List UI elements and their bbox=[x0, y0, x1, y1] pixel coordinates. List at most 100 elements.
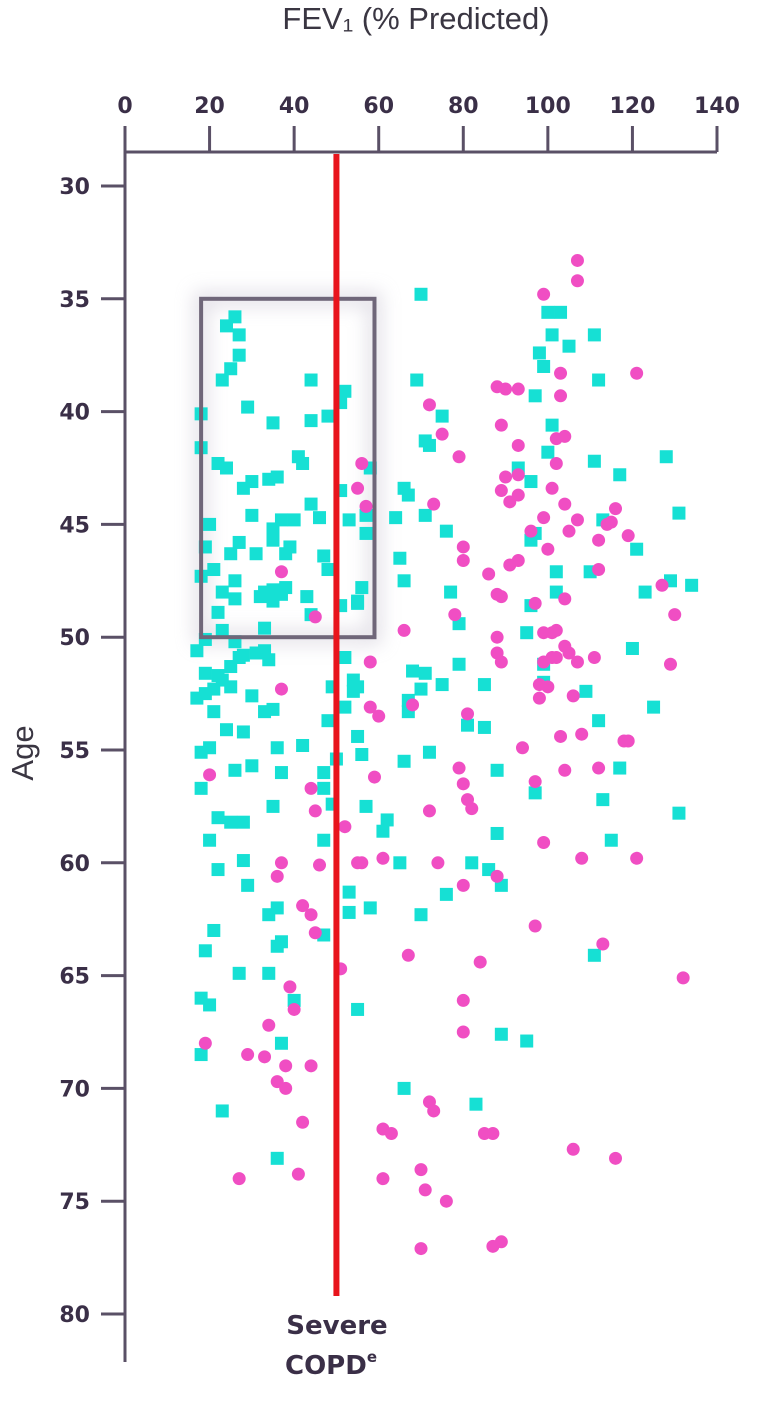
data-point-circle bbox=[490, 630, 504, 644]
data-point-square bbox=[545, 328, 559, 342]
data-point-square bbox=[317, 549, 331, 563]
x-tick-label: 20 bbox=[194, 94, 225, 119]
data-point-circle bbox=[473, 955, 487, 969]
data-point-square bbox=[245, 475, 259, 489]
data-point-circle bbox=[372, 709, 386, 723]
data-point-square bbox=[296, 738, 310, 752]
data-point-circle bbox=[575, 851, 589, 865]
data-point-square bbox=[198, 666, 212, 680]
data-point-square bbox=[198, 944, 212, 958]
data-point-square bbox=[490, 763, 504, 777]
data-point-square bbox=[596, 793, 610, 807]
data-point-square bbox=[236, 725, 250, 739]
data-point-square bbox=[219, 461, 233, 475]
data-point-circle bbox=[376, 1172, 390, 1186]
data-point-square bbox=[224, 547, 238, 561]
data-point-square bbox=[359, 526, 373, 540]
data-point-square bbox=[613, 468, 627, 482]
data-point-circle bbox=[562, 524, 576, 538]
data-point-circle bbox=[570, 513, 584, 527]
data-point-square bbox=[401, 488, 415, 502]
data-point-square bbox=[287, 513, 301, 527]
data-point-square bbox=[321, 714, 335, 728]
data-point-square bbox=[520, 1034, 534, 1048]
data-point-square bbox=[541, 445, 555, 459]
data-point-square bbox=[439, 887, 453, 901]
data-point-circle bbox=[287, 1002, 301, 1016]
data-point-square bbox=[321, 563, 335, 577]
data-point-square bbox=[549, 565, 563, 579]
data-point-square bbox=[439, 524, 453, 538]
data-point-circle bbox=[511, 553, 525, 567]
data-point-square bbox=[355, 748, 369, 762]
data-point-circle bbox=[422, 398, 436, 412]
data-point-square bbox=[351, 729, 365, 743]
data-point-square bbox=[359, 799, 373, 813]
data-point-square bbox=[232, 535, 246, 549]
data-point-square bbox=[313, 511, 327, 525]
data-point-circle bbox=[566, 689, 580, 703]
data-point-circle bbox=[367, 770, 381, 784]
data-point-square bbox=[228, 592, 242, 606]
data-point-circle bbox=[397, 623, 411, 637]
data-point-square bbox=[587, 328, 601, 342]
data-point-square bbox=[224, 815, 238, 829]
data-point-circle bbox=[270, 869, 284, 883]
data-point-square bbox=[579, 684, 593, 698]
data-point-circle bbox=[554, 389, 568, 403]
data-point-circle bbox=[549, 651, 563, 665]
y-axis-title: Age bbox=[5, 725, 40, 780]
data-point-square bbox=[300, 590, 314, 604]
data-point-circle bbox=[676, 971, 690, 985]
y-tick-label: 30 bbox=[59, 175, 90, 200]
data-point-square bbox=[283, 540, 297, 554]
data-point-square bbox=[296, 456, 310, 470]
y-tick-label: 55 bbox=[59, 739, 90, 764]
data-point-square bbox=[672, 806, 686, 820]
data-point-circle bbox=[456, 777, 470, 791]
data-point-circle bbox=[655, 578, 669, 592]
data-point-circle bbox=[232, 1172, 246, 1186]
data-point-circle bbox=[241, 1048, 255, 1062]
data-point-square bbox=[380, 813, 394, 827]
data-point-square bbox=[418, 666, 432, 680]
data-point-square bbox=[414, 908, 428, 922]
data-point-circle bbox=[592, 533, 606, 547]
copd-footnote-mark: e bbox=[367, 1348, 377, 1366]
data-point-square bbox=[270, 741, 284, 755]
data-points bbox=[190, 253, 699, 1256]
data-point-circle bbox=[274, 856, 288, 870]
x-tick-label: 100 bbox=[525, 94, 571, 119]
data-point-square bbox=[545, 418, 559, 432]
data-point-circle bbox=[570, 253, 584, 267]
data-point-square bbox=[342, 885, 356, 899]
data-point-square bbox=[524, 533, 538, 547]
data-point-square bbox=[520, 626, 534, 640]
data-point-circle bbox=[414, 1242, 428, 1256]
data-point-circle bbox=[262, 1018, 276, 1032]
data-point-square bbox=[524, 475, 538, 489]
data-point-circle bbox=[528, 775, 542, 789]
data-point-square bbox=[389, 511, 403, 525]
data-point-square bbox=[203, 833, 217, 847]
data-point-circle bbox=[511, 438, 525, 452]
data-point-square bbox=[317, 781, 331, 795]
data-point-square bbox=[554, 305, 568, 319]
data-point-square bbox=[241, 400, 255, 414]
data-point-circle bbox=[511, 468, 525, 482]
x-tick-label: 80 bbox=[448, 94, 479, 119]
data-point-circle bbox=[313, 858, 327, 872]
data-point-circle bbox=[617, 734, 631, 748]
data-point-square bbox=[469, 1097, 483, 1111]
data-point-square bbox=[638, 585, 652, 599]
severe-copd-reference: Severe COPDe bbox=[285, 154, 388, 1381]
data-point-square bbox=[532, 346, 546, 360]
data-point-circle bbox=[511, 488, 525, 502]
data-point-circle bbox=[456, 878, 470, 892]
data-point-square bbox=[410, 373, 424, 387]
data-point-square bbox=[304, 414, 318, 428]
data-point-circle bbox=[570, 655, 584, 669]
data-point-square bbox=[274, 935, 288, 949]
data-point-circle bbox=[554, 366, 568, 380]
data-point-square bbox=[338, 384, 352, 398]
